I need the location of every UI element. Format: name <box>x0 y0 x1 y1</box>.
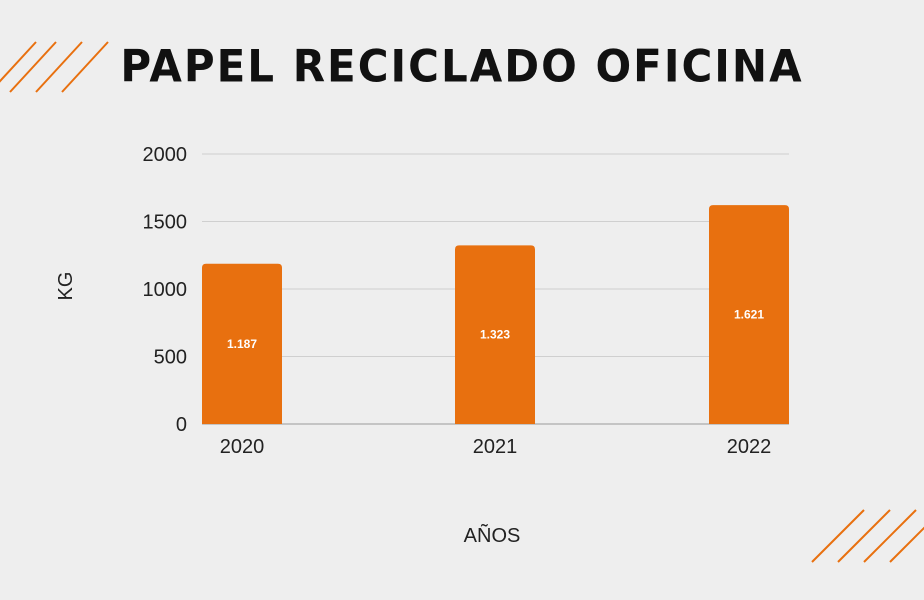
y-tick-label: 500 <box>154 347 187 369</box>
y-tick-label: 1500 <box>143 212 188 234</box>
bar-2020 <box>202 263 282 424</box>
x-tick-label: 2020 <box>220 436 265 458</box>
chart-title: PAPEL RECICLADO OFICINA <box>120 40 804 93</box>
y-axis-label: KG <box>55 272 77 301</box>
y-tick-label: 1000 <box>143 279 188 301</box>
data-label: 1.323 <box>480 328 510 342</box>
bar-2022 <box>709 205 789 424</box>
y-tick-label: 0 <box>176 414 187 436</box>
data-label: 1.187 <box>227 337 257 351</box>
x-axis-label: AÑOS <box>464 523 521 547</box>
decorative-stripes-bottom-right <box>811 509 924 563</box>
x-tick-label: 2022 <box>727 436 772 458</box>
bar-2021 <box>455 245 535 424</box>
data-label: 1.621 <box>734 308 764 322</box>
x-tick-label: 2021 <box>473 436 518 458</box>
decorative-stripes-top-left <box>0 41 109 93</box>
y-tick-label: 2000 <box>143 144 188 166</box>
